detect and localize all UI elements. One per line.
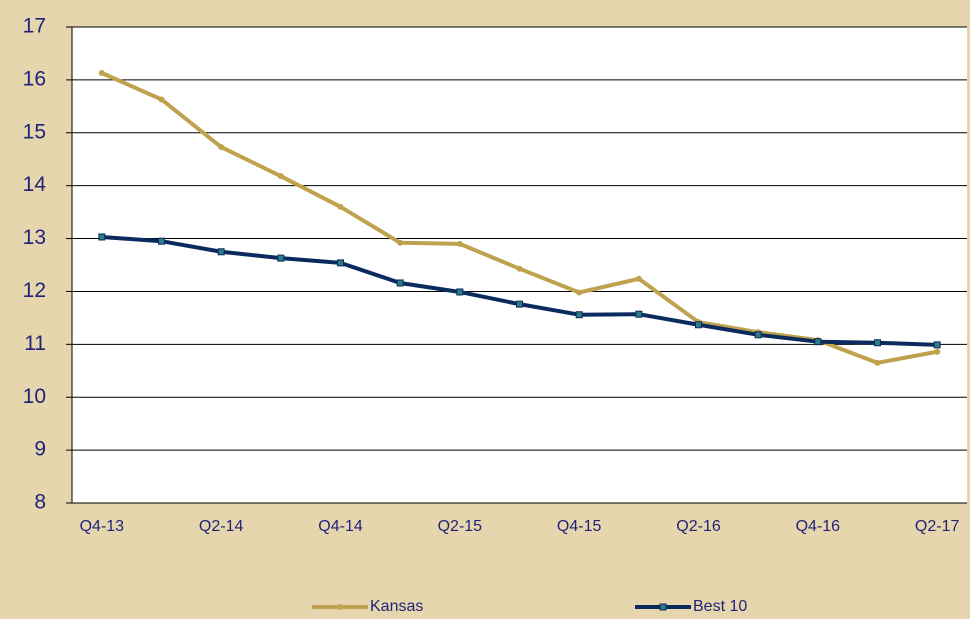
- y-tick-label: 16: [23, 67, 46, 90]
- y-tick-label: 9: [34, 438, 46, 461]
- point: [337, 259, 344, 267]
- x-tick-label: Q4-16: [796, 518, 841, 535]
- x-tick-label: Q2-15: [438, 518, 483, 535]
- point: [396, 279, 404, 287]
- point: [98, 70, 105, 77]
- point: [397, 239, 404, 246]
- point: [98, 233, 106, 241]
- point: [635, 275, 642, 282]
- plot-area: [72, 27, 967, 503]
- legend-label: Best 10: [693, 598, 747, 615]
- point: [158, 96, 165, 103]
- point: [874, 339, 881, 347]
- point: [575, 311, 583, 319]
- point: [516, 300, 523, 308]
- point: [337, 203, 344, 210]
- point: [635, 310, 643, 318]
- point: [754, 331, 762, 339]
- point: [814, 338, 822, 346]
- point: [456, 240, 463, 247]
- legend-marker: [659, 603, 667, 611]
- point: [934, 348, 941, 355]
- point: [933, 341, 941, 349]
- y-tick-label: 11: [24, 332, 46, 355]
- point: [456, 288, 464, 296]
- point: [695, 321, 702, 329]
- point: [217, 248, 225, 256]
- point: [874, 359, 881, 366]
- x-tick-label: Q4-14: [318, 518, 363, 535]
- point: [218, 144, 225, 151]
- x-tick-label: Q4-13: [80, 518, 125, 535]
- point: [277, 254, 285, 262]
- y-tick-label: 12: [23, 279, 46, 302]
- x-tick-label: Q2-17: [915, 518, 960, 535]
- point: [516, 265, 523, 272]
- y-tick-label: 13: [23, 226, 46, 249]
- x-tick-label: Q2-16: [676, 518, 721, 535]
- point: [576, 289, 583, 296]
- point: [158, 237, 165, 245]
- point: [277, 173, 284, 180]
- y-tick-label: 14: [23, 173, 47, 196]
- y-tick-label: 10: [23, 385, 46, 408]
- x-tick-label: Q4-15: [557, 518, 602, 535]
- y-tick-label: 17: [23, 15, 46, 38]
- legend-marker: [337, 604, 343, 610]
- y-tick-label: 15: [23, 120, 46, 143]
- legend-label: Kansas: [370, 598, 423, 615]
- y-tick-label: 8: [34, 491, 46, 514]
- x-tick-label: Q2-14: [199, 518, 244, 535]
